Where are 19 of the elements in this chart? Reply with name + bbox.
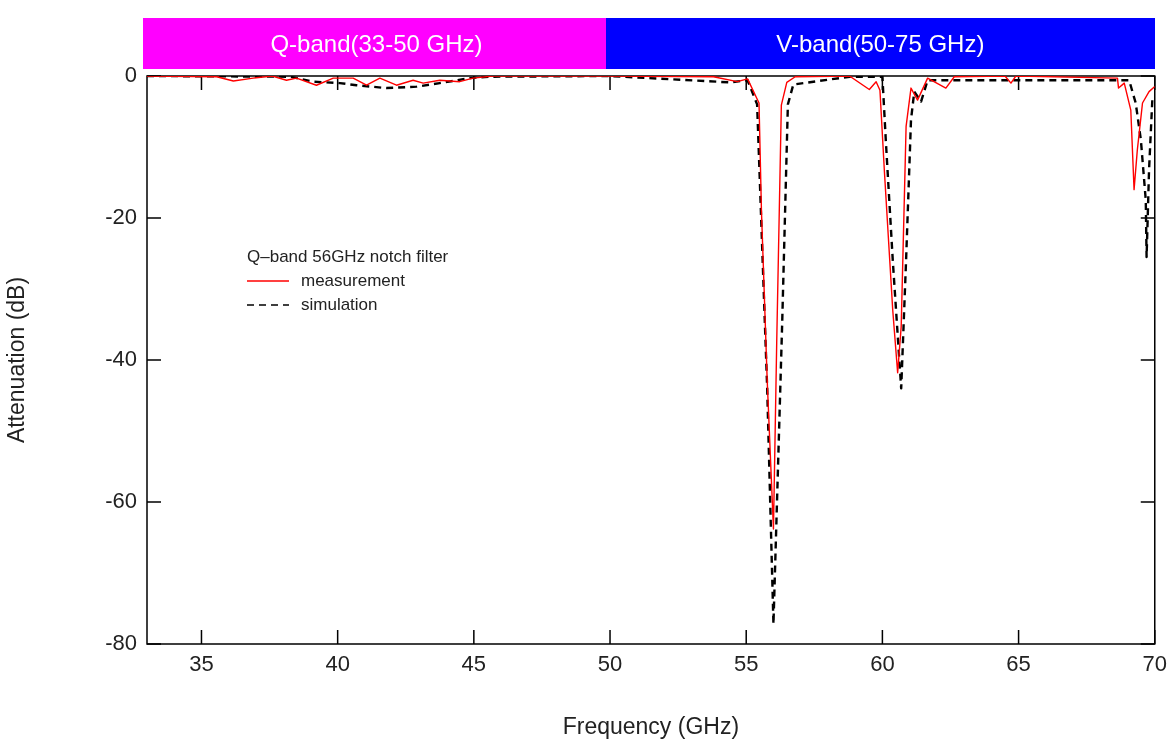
x-tick-label: 50: [597, 651, 623, 677]
legend-label: measurement: [301, 270, 406, 290]
y-tick-label: -60: [105, 488, 137, 514]
legend-label: simulation: [301, 294, 378, 314]
y-tick-label: -80: [105, 630, 137, 656]
y-axis-title: Attenuation (dB): [3, 276, 30, 444]
x-tick-label: 35: [189, 651, 214, 677]
x-tick-label: 70: [1142, 651, 1168, 677]
x-tick-label: 65: [1006, 651, 1031, 677]
label-strip: V-band(50-75 GHz): [606, 18, 1155, 69]
x-tick-label: 40: [325, 651, 350, 677]
x-axis-title: Frequency (GHz): [562, 712, 740, 739]
x-tick-label: 55: [733, 651, 759, 677]
x-tick-label: 60: [870, 651, 895, 677]
x-tick-label: 45: [461, 651, 487, 677]
y-tick-label: 0: [124, 62, 137, 88]
legend-title: Q–band 56GHz notch filter: [247, 246, 449, 266]
y-tick-label: -20: [105, 204, 137, 230]
y-tick-label: -40: [105, 346, 137, 372]
